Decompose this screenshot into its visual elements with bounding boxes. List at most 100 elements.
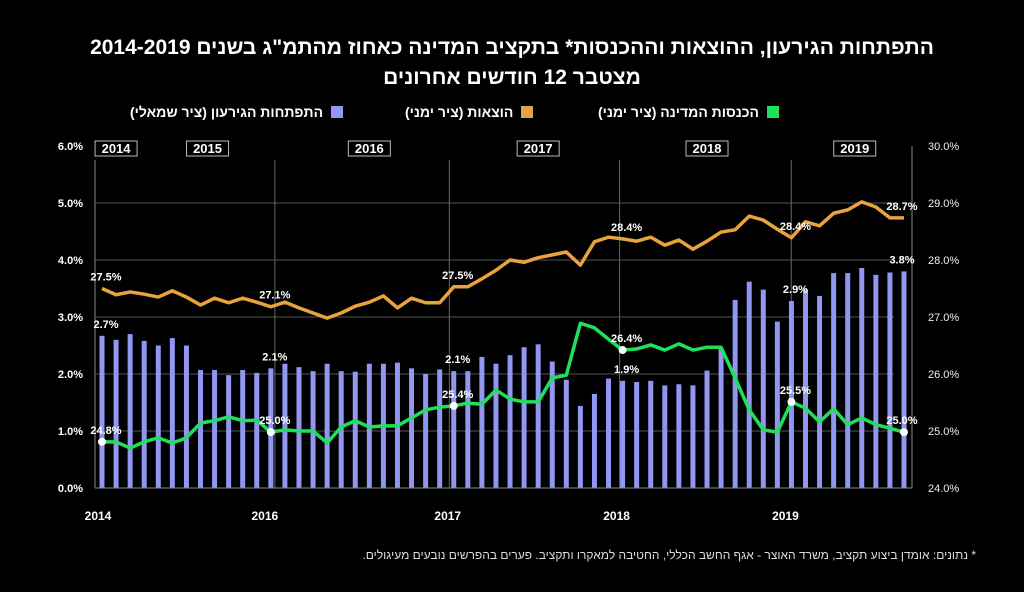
legend-item-deficit: התפתחות הגירעון (ציר שמאלי)	[130, 104, 344, 120]
x-axis-tick-label: 2016	[251, 509, 278, 523]
deficit-bar	[197, 370, 203, 488]
right-axis-tick-label: 26.0%	[928, 369, 959, 381]
deficit-bar	[324, 363, 330, 488]
deficit-bar	[113, 339, 119, 488]
legend-swatch-revenues	[766, 106, 779, 118]
legend-item-expenses: הוצאות (ציר ימני)	[405, 104, 534, 120]
year-box-frame	[94, 140, 138, 157]
left-axis-tick-label: 2.0%	[58, 369, 83, 381]
deficit-bar	[169, 338, 175, 488]
deficit-bar	[479, 356, 485, 488]
deficit-bar	[493, 363, 499, 488]
axes: 0.0% 1.0% 2.0% 3.0% 4.0% 5.0% 6.0% 24.0% 25.0% 26…	[58, 140, 959, 523]
legend-label-revenues: הכנסות המדינה (ציר ימני)	[598, 104, 759, 120]
year-box-2019: 2019	[833, 140, 877, 157]
deficit-bar	[254, 372, 260, 488]
expenses-data-label: 27.5%	[90, 272, 121, 284]
left-axis-tick-label: 5.0%	[58, 198, 83, 210]
year-box-frame	[347, 140, 391, 157]
revenues-data-label: 24.8%	[90, 425, 121, 437]
expenses-data-label: 28.4%	[780, 221, 811, 233]
expenses-data-label: 28.4%	[611, 222, 642, 234]
deficit-bar	[887, 272, 893, 488]
right-axis-tick-label: 27.0%	[928, 312, 959, 324]
deficit-bar	[859, 267, 865, 488]
revenues-marker	[266, 428, 275, 437]
year-box-label: 2014	[102, 141, 132, 156]
left-axis-tick-label: 4.0%	[58, 255, 83, 267]
deficit-data-label: 2.1%	[445, 354, 470, 366]
deficit-bar	[507, 355, 513, 488]
data-labels: 2.7% 2.1% 2.1% 1.9% 2.9% 3.8% 27.5% 27.1% 27.5% 2…	[90, 201, 918, 446]
expenses-line	[101, 200, 904, 320]
expenses-data-label: 28.7%	[886, 201, 917, 213]
legend-swatch-expenses	[521, 106, 534, 118]
legend-label-deficit: התפתחות הגירעון (ציר שמאלי)	[130, 104, 324, 120]
year-box-2017: 2017	[516, 140, 560, 157]
deficit-bar	[606, 378, 612, 488]
deficit-bar	[226, 375, 232, 488]
deficit-bar	[577, 405, 583, 488]
deficit-bar	[282, 363, 288, 488]
deficit-bar	[718, 348, 724, 488]
deficit-bar	[746, 281, 752, 488]
deficit-bar	[183, 345, 189, 488]
deficit-bar	[760, 289, 766, 488]
deficit-bar	[648, 380, 654, 488]
deficit-bar	[774, 321, 780, 488]
x-axis-tick-label: 2019	[772, 509, 799, 523]
revenues-data-label: 25.4%	[442, 389, 473, 401]
year-box-label: 2017	[524, 141, 553, 156]
deficit-bar	[634, 381, 640, 488]
revenues-data-label: 25.0%	[886, 415, 917, 427]
deficit-bar	[620, 380, 626, 488]
deficit-bar	[352, 371, 358, 488]
deficit-bar	[240, 370, 246, 488]
deficit-bar	[873, 274, 879, 488]
expenses-data-label: 27.1%	[259, 290, 290, 302]
year-box-frame	[685, 140, 729, 157]
deficit-bar	[788, 301, 794, 488]
deficit-bar	[845, 273, 851, 488]
left-axis-tick-label: 3.0%	[58, 312, 83, 324]
right-axis-tick-label: 25.0%	[928, 426, 959, 438]
deficit-bar	[212, 370, 218, 488]
x-axis-tick-label: 2017	[434, 509, 461, 523]
deficit-bar	[901, 271, 907, 488]
year-box-label: 2018	[693, 141, 722, 156]
chart-subtitle: מצטבר 12 חודשים אחרונים	[383, 66, 641, 89]
revenues-line	[102, 321, 905, 450]
right-axis-tick-label: 28.0%	[928, 255, 959, 267]
deficit-bar	[437, 369, 443, 488]
deficit-bar	[704, 370, 710, 488]
deficit-bars	[99, 267, 907, 488]
left-axis-tick-label: 6.0%	[58, 141, 83, 153]
year-box-label: 2016	[355, 141, 384, 156]
deficit-bar	[591, 393, 597, 488]
deficit-bar	[676, 384, 682, 488]
deficit-bar	[549, 361, 555, 488]
deficit-bar	[521, 347, 527, 488]
year-box-label: 2019	[840, 141, 869, 156]
deficit-bar	[296, 367, 302, 488]
deficit-bar	[409, 368, 415, 488]
revenues-marker	[98, 437, 106, 446]
deficit-data-label: 2.1%	[262, 351, 287, 363]
revenues-marker	[618, 346, 627, 355]
year-box-2016: 2016	[347, 140, 391, 157]
deficit-bar	[451, 371, 457, 488]
revenues-data-label: 26.4%	[611, 333, 642, 345]
year-box-2014: 2014	[94, 140, 138, 157]
deficit-data-label: 3.8%	[889, 254, 914, 266]
legend-label-expenses: הוצאות (ציר ימני)	[405, 104, 514, 120]
deficit-bar	[127, 334, 133, 488]
deficit-bar	[831, 273, 837, 488]
legend-swatch-deficit	[331, 106, 344, 118]
deficit-bar	[141, 340, 147, 488]
chart-title: התפתחות הגירעון, ההוצאות וההכנסות* בתקצי…	[90, 36, 934, 59]
x-axis-tick-label: 2018	[603, 509, 630, 523]
left-axis-tick-label: 0.0%	[58, 483, 83, 495]
deficit-data-label: 2.9%	[783, 284, 808, 296]
deficit-bar	[817, 295, 823, 488]
